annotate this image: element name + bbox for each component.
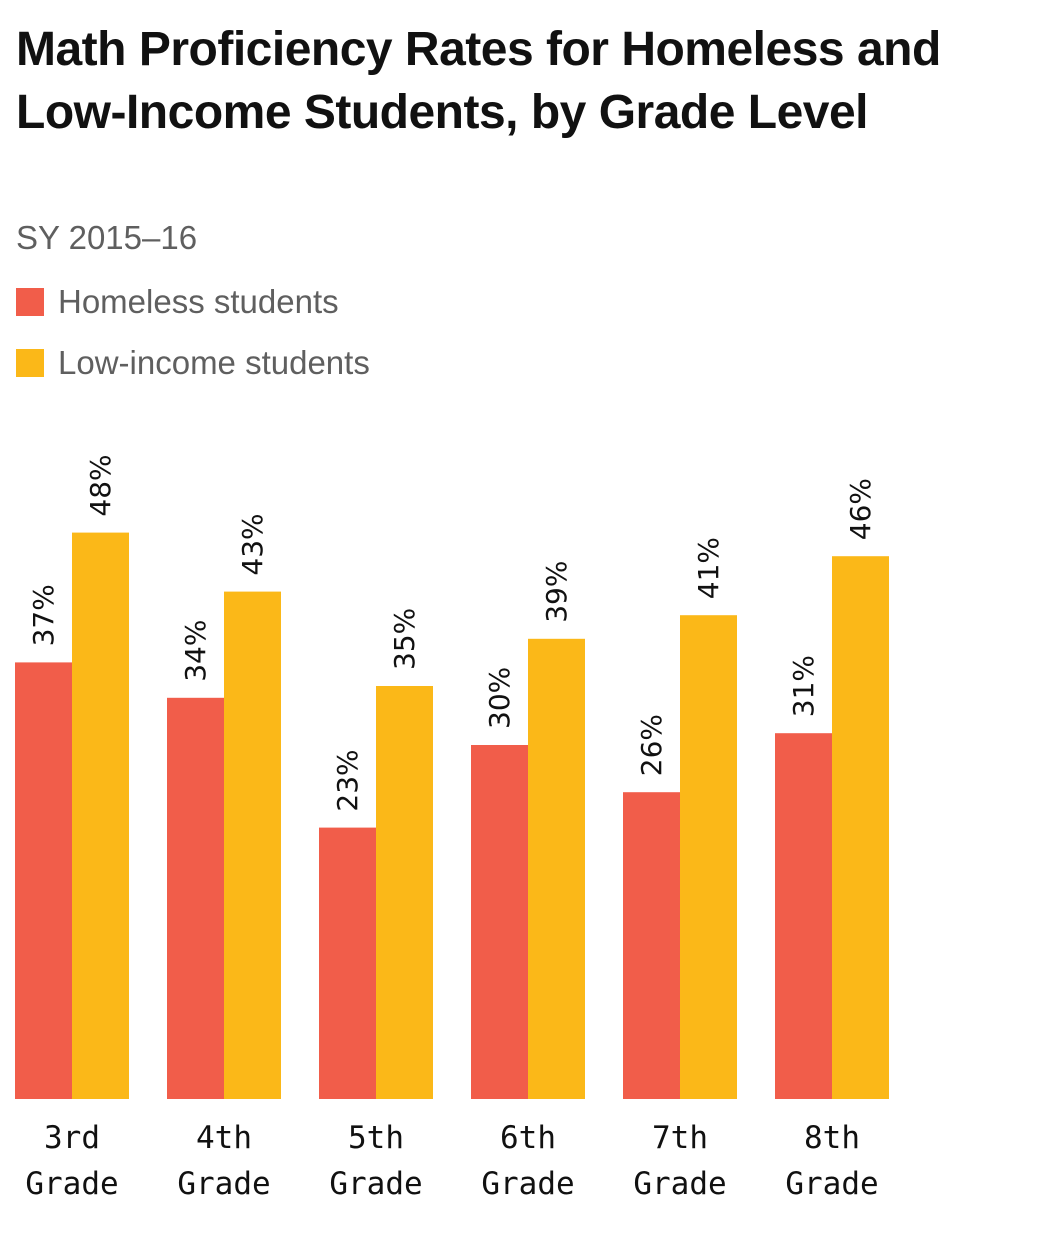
bar-homeless-students-4th-grade [167, 697, 224, 1099]
bar-label-homeless-students-5th-grade: 23% [331, 749, 364, 811]
legend-label-homeless: Homeless students [58, 283, 339, 320]
bar-low-income-students-8th-grade [832, 556, 889, 1099]
bar-group-5th-grade: 23% 35% 5th Grade [319, 608, 433, 1202]
x-tick-label-6th-grade: 6th Grade [481, 1120, 574, 1202]
bar-label-homeless-students-4th-grade: 34% [179, 620, 212, 682]
legend: Homeless students Low-income students [16, 280, 370, 402]
chart-title: Math Proficiency Rates for Homeless and … [16, 23, 941, 139]
bar-homeless-students-7th-grade [623, 792, 680, 1099]
bar-group-8th-grade: 31% 46% 8th Grade [775, 478, 889, 1202]
x-tick-label-8th-grade: 8th Grade [785, 1120, 878, 1202]
bar-low-income-students-6th-grade [528, 638, 585, 1099]
bar-low-income-students-4th-grade [224, 591, 281, 1099]
bar-group-3rd-grade: 37% 48% 3rd Grade [15, 454, 129, 1202]
bar-label-homeless-students-7th-grade: 26% [635, 714, 668, 776]
bar-homeless-students-6th-grade [471, 745, 528, 1099]
bar-homeless-students-8th-grade [775, 733, 832, 1099]
legend-swatch-homeless [16, 288, 44, 316]
x-tick-label-4th-grade: 4th Grade [177, 1120, 270, 1202]
x-tick-label-7th-grade: 7th Grade [633, 1120, 726, 1202]
bar-label-low-income-students-8th-grade: 46% [844, 478, 877, 540]
bar-chart: 37% 48% 3rd Grade 34% 43% 4th Grade 23% 35% 5th Gra… [15, 454, 889, 1202]
bar-group-4th-grade: 34% 43% 4th Grade [167, 513, 281, 1202]
bar-label-low-income-students-3rd-grade: 48% [84, 454, 117, 516]
bar-label-low-income-students-5th-grade: 35% [388, 608, 421, 670]
x-tick-label-3rd-grade: 3rd Grade [25, 1120, 118, 1202]
bar-group-7th-grade: 26% 41% 7th Grade [623, 537, 737, 1202]
bar-label-homeless-students-3rd-grade: 37% [27, 584, 60, 646]
bar-homeless-students-5th-grade [319, 827, 376, 1099]
bar-label-low-income-students-4th-grade: 43% [236, 513, 269, 575]
legend-label-low-income: Low-income students [58, 344, 370, 381]
bar-label-homeless-students-6th-grade: 30% [483, 667, 516, 729]
bar-homeless-students-3rd-grade [15, 662, 72, 1099]
bar-low-income-students-7th-grade [680, 615, 737, 1099]
bar-low-income-students-5th-grade [376, 686, 433, 1099]
bar-low-income-students-3rd-grade [72, 532, 129, 1099]
bar-label-low-income-students-7th-grade: 41% [692, 537, 725, 599]
bar-group-6th-grade: 30% 39% 6th Grade [471, 561, 585, 1202]
legend-item-low-income: Low-income students [16, 341, 370, 385]
legend-item-homeless: Homeless students [16, 280, 370, 324]
legend-swatch-low-income [16, 349, 44, 377]
chart-subtitle: SY 2015–16 [16, 219, 198, 256]
bar-label-low-income-students-6th-grade: 39% [540, 561, 573, 623]
x-tick-label-5th-grade: 5th Grade [329, 1120, 422, 1202]
bar-label-homeless-students-8th-grade: 31% [787, 655, 820, 717]
